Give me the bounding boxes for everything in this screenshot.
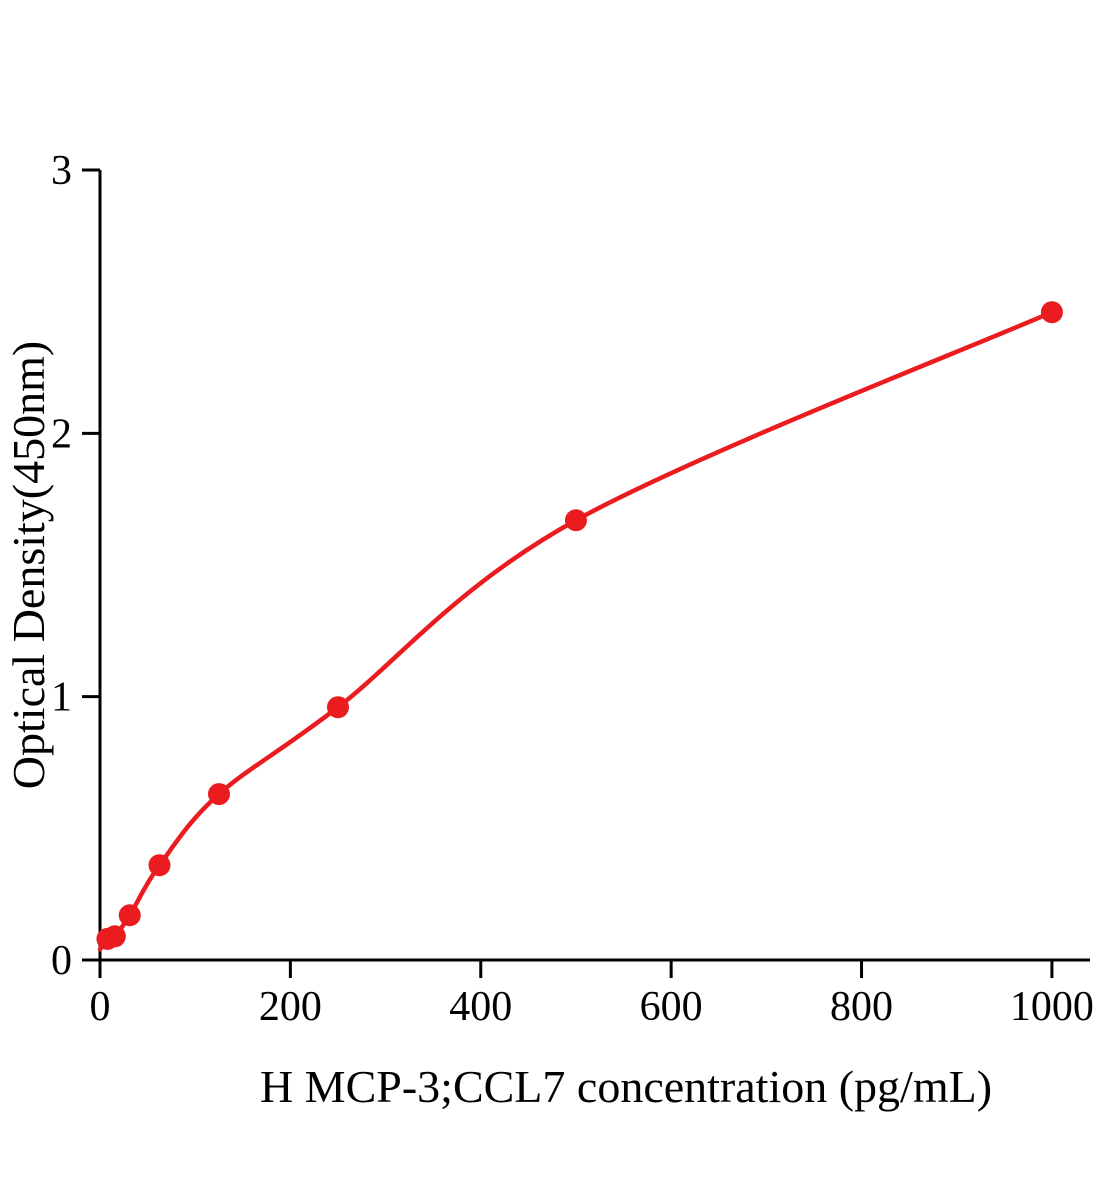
x-tick-label: 400 [449,984,512,1030]
fit-curve-path [97,309,1055,952]
y-tick-label: 3 [51,148,72,194]
x-tick-label: 0 [90,984,111,1030]
y-tick-label: 2 [51,411,72,457]
data-point [1040,301,1063,324]
y-tick-label: 0 [51,938,72,984]
x-tick-label: 200 [259,984,322,1030]
data-point [326,696,349,719]
y-tick-label: 1 [51,675,72,721]
data-point [564,509,587,532]
fit-curve [97,309,1055,952]
x-tick-label: 800 [830,984,893,1030]
data-point [103,925,126,948]
data-point [118,904,141,927]
x-axis-label: H MCP-3;CCL7 concentration (pg/mL) [260,1061,992,1112]
tick-marks [82,168,1054,978]
x-tick-label: 1000 [1010,984,1094,1030]
x-tick-label: 600 [640,984,703,1030]
data-points [96,301,1063,950]
tick-labels: 0 200 400 600 800 1000 0 1 2 3 [51,148,1094,1030]
data-point [148,854,171,877]
y-axis-label: Optical Density(450nm) [3,341,54,789]
axes [98,170,1090,962]
data-point [207,783,230,806]
